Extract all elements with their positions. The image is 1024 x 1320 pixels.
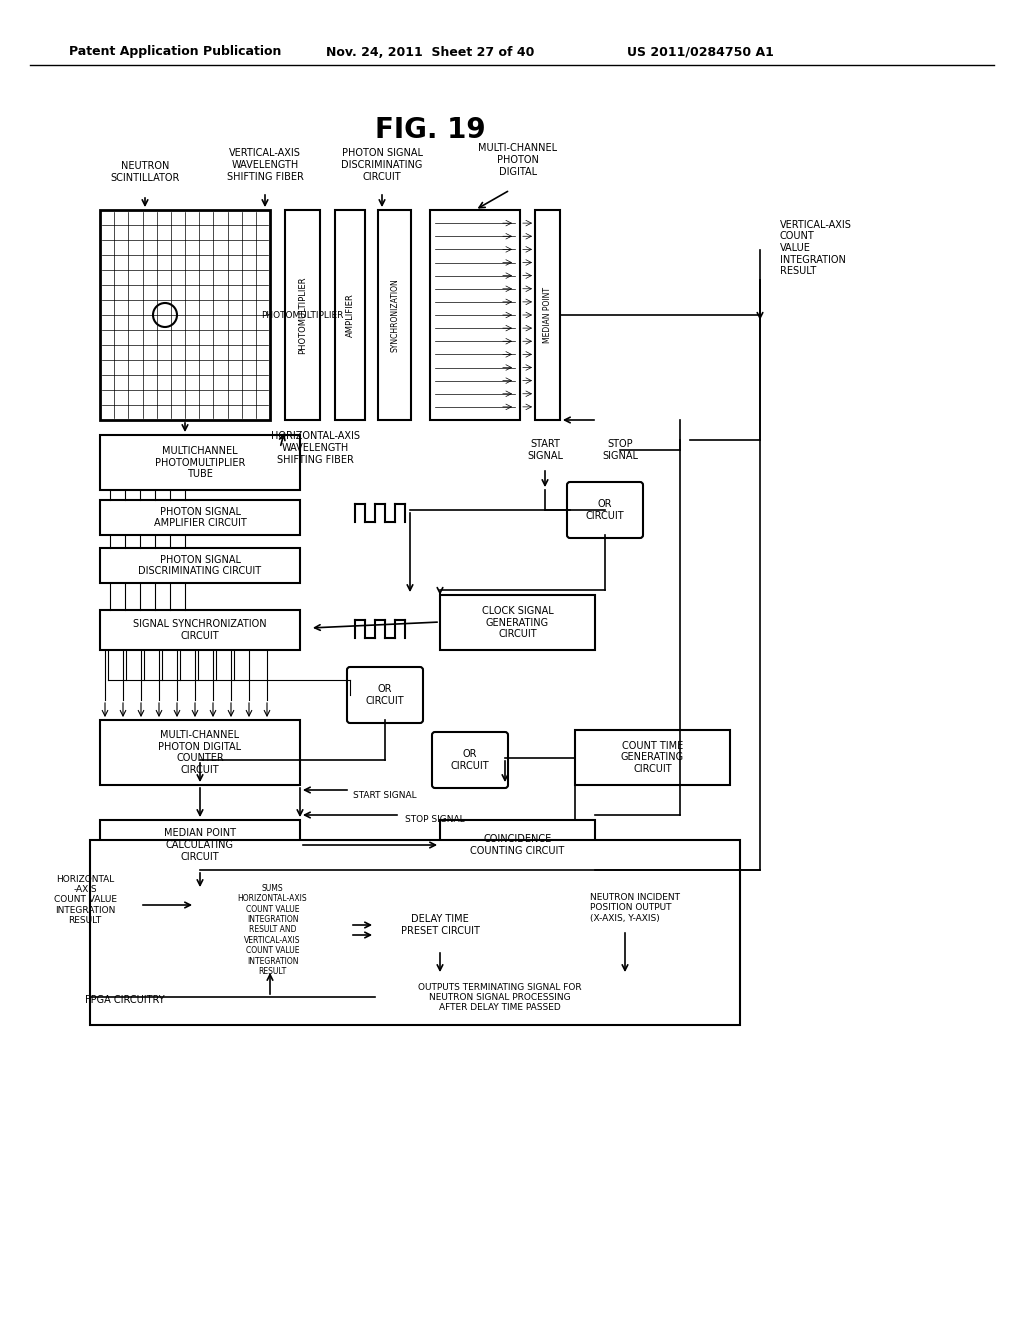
Bar — [100, 719, 300, 785]
Text: SIGNAL SYNCHRONIZATION
CIRCUIT: SIGNAL SYNCHRONIZATION CIRCUIT — [133, 619, 267, 640]
Bar — [378, 210, 411, 420]
Text: OR
CIRCUIT: OR CIRCUIT — [586, 499, 625, 521]
Text: MULTI-CHANNEL
PHOTON
DIGITAL: MULTI-CHANNEL PHOTON DIGITAL — [478, 144, 557, 177]
Text: HORIZONTAL
-AXIS
COUNT VALUE
INTEGRATION
RESULT: HORIZONTAL -AXIS COUNT VALUE INTEGRATION… — [53, 875, 117, 925]
FancyBboxPatch shape — [347, 667, 423, 723]
Bar — [195, 890, 350, 970]
Text: Patent Application Publication: Patent Application Publication — [69, 45, 282, 58]
Text: FPGA CIRCUITRY: FPGA CIRCUITRY — [85, 995, 165, 1005]
Text: MEDIAN POINT
CALCULATING
CIRCUIT: MEDIAN POINT CALCULATING CIRCUIT — [164, 829, 236, 862]
Bar — [285, 210, 319, 420]
Text: NEUTRON INCIDENT
POSITION OUTPUT
(X-AXIS, Y-AXIS): NEUTRON INCIDENT POSITION OUTPUT (X-AXIS… — [590, 894, 680, 923]
Text: HORIZONTAL-AXIS
WAVELENGTH
SHIFTING FIBER: HORIZONTAL-AXIS WAVELENGTH SHIFTING FIBE… — [270, 432, 359, 465]
Text: VERTICAL-AXIS
WAVELENGTH
SHIFTING FIBER: VERTICAL-AXIS WAVELENGTH SHIFTING FIBER — [226, 148, 303, 182]
Bar — [100, 500, 300, 535]
Text: MEDIAN POINT: MEDIAN POINT — [543, 286, 552, 343]
Text: PHOTON SIGNAL
AMPLIFIER CIRCUIT: PHOTON SIGNAL AMPLIFIER CIRCUIT — [154, 507, 247, 528]
Bar — [440, 820, 595, 870]
Text: PHOTOMULTIPLIER: PHOTOMULTIPLIER — [261, 310, 344, 319]
Bar — [100, 610, 300, 649]
Text: MULTICHANNEL
PHOTOMULTIPLIER
TUBE: MULTICHANNEL PHOTOMULTIPLIER TUBE — [155, 446, 245, 479]
Text: STOP SIGNAL: STOP SIGNAL — [406, 816, 465, 825]
Text: AMPLIFIER: AMPLIFIER — [345, 293, 354, 337]
Bar — [100, 548, 300, 583]
Text: US 2011/0284750 A1: US 2011/0284750 A1 — [627, 45, 773, 58]
Text: COUNT TIME
GENERATING
CIRCUIT: COUNT TIME GENERATING CIRCUIT — [621, 741, 684, 774]
Text: OR
CIRCUIT: OR CIRCUIT — [451, 750, 489, 771]
Text: NEUTRON
SCINTILLATOR: NEUTRON SCINTILLATOR — [111, 161, 179, 182]
Text: MULTI-CHANNEL
PHOTON DIGITAL
COUNTER
CIRCUIT: MULTI-CHANNEL PHOTON DIGITAL COUNTER CIR… — [159, 730, 242, 775]
Text: OUTPUTS TERMINATING SIGNAL FOR
NEUTRON SIGNAL PROCESSING
AFTER DELAY TIME PASSED: OUTPUTS TERMINATING SIGNAL FOR NEUTRON S… — [418, 982, 582, 1012]
Bar — [535, 210, 560, 420]
Text: COINCIDENCE
COUNTING CIRCUIT: COINCIDENCE COUNTING CIRCUIT — [470, 834, 564, 855]
Text: VERTICAL-AXIS
COUNT
VALUE
INTEGRATION
RESULT: VERTICAL-AXIS COUNT VALUE INTEGRATION RE… — [780, 220, 852, 276]
Text: CLOCK SIGNAL
GENERATING
CIRCUIT: CLOCK SIGNAL GENERATING CIRCUIT — [481, 606, 553, 639]
Bar — [100, 436, 300, 490]
Bar — [575, 730, 730, 785]
Text: Nov. 24, 2011  Sheet 27 of 40: Nov. 24, 2011 Sheet 27 of 40 — [326, 45, 535, 58]
Text: SUMS
HORIZONTAL-AXIS
COUNT VALUE
INTEGRATION
RESULT AND
VERTICAL-AXIS
COUNT VALU: SUMS HORIZONTAL-AXIS COUNT VALUE INTEGRA… — [238, 884, 307, 975]
Bar — [90, 840, 740, 1026]
Bar — [335, 210, 365, 420]
Text: START
SIGNAL: START SIGNAL — [527, 440, 563, 461]
Bar — [100, 210, 270, 420]
Text: PHOTOMULTIPLIER: PHOTOMULTIPLIER — [298, 276, 307, 354]
Text: PHOTON SIGNAL
DISCRIMINATING
CIRCUIT: PHOTON SIGNAL DISCRIMINATING CIRCUIT — [341, 148, 423, 182]
Bar — [375, 900, 505, 950]
Text: STOP
SIGNAL: STOP SIGNAL — [602, 440, 638, 461]
Text: FIG. 19: FIG. 19 — [375, 116, 485, 144]
Bar — [440, 595, 595, 649]
Text: START SIGNAL: START SIGNAL — [353, 791, 417, 800]
FancyBboxPatch shape — [432, 733, 508, 788]
Text: OR
CIRCUIT: OR CIRCUIT — [366, 684, 404, 706]
Text: SYNCHRONIZATION: SYNCHRONIZATION — [390, 279, 399, 352]
Bar — [375, 975, 625, 1020]
Text: PHOTON SIGNAL
DISCRIMINATING CIRCUIT: PHOTON SIGNAL DISCRIMINATING CIRCUIT — [138, 554, 261, 577]
Text: DELAY TIME
PRESET CIRCUIT: DELAY TIME PRESET CIRCUIT — [400, 915, 479, 936]
Bar — [100, 820, 300, 870]
Bar — [430, 210, 520, 420]
FancyBboxPatch shape — [567, 482, 643, 539]
